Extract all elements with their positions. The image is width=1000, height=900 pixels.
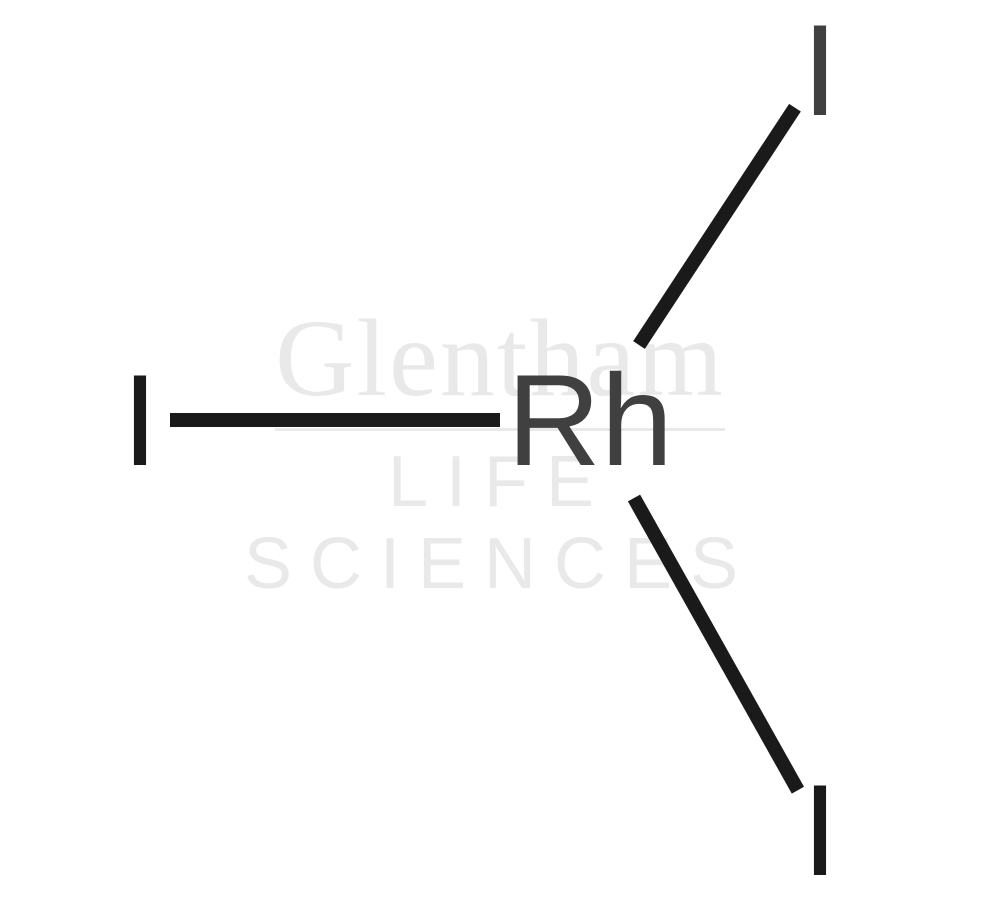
atom-i-left: I: [122, 355, 158, 485]
diagram-canvas: Glentham LIFE SCIENCES Rh I I I: [0, 0, 1000, 900]
atom-i-bottom: I: [802, 765, 838, 895]
atom-rh: Rh: [507, 355, 673, 485]
watermark: Glentham LIFE SCIENCES: [244, 295, 756, 605]
atom-i-top: I: [802, 5, 838, 135]
bond-line: [628, 495, 804, 794]
bond-line: [634, 104, 802, 349]
bond-line: [170, 413, 500, 427]
